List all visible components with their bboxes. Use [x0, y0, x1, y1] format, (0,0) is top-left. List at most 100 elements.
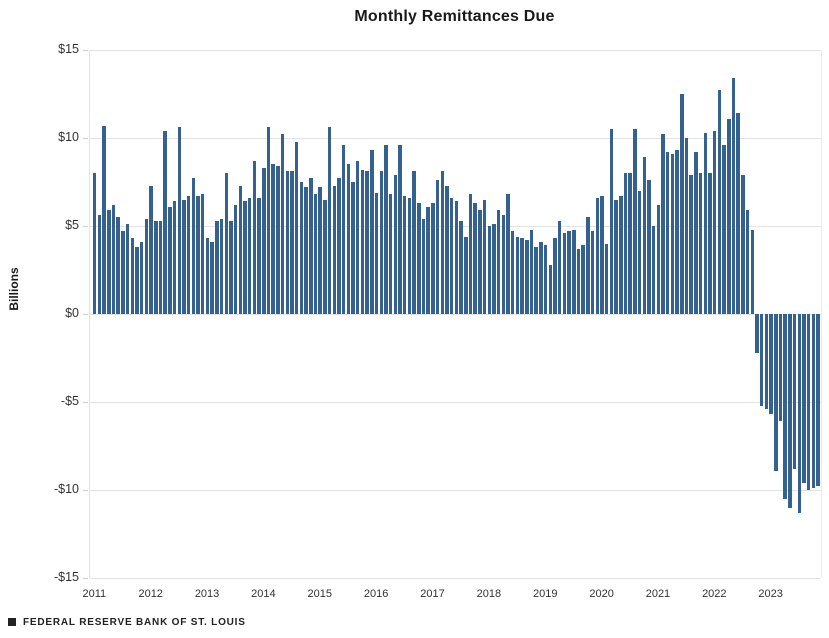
bar: [323, 199, 327, 314]
bar: [205, 238, 210, 314]
bar: [708, 173, 712, 314]
y-tick-label: -$10: [53, 482, 79, 496]
bar: [304, 187, 308, 314]
bar: [698, 173, 703, 314]
bar: [262, 167, 266, 314]
bar: [496, 210, 501, 314]
bar: [572, 229, 576, 314]
bar: [759, 314, 764, 406]
bar: [595, 197, 600, 314]
y-tick-mark: [83, 314, 88, 315]
bar: [445, 185, 449, 314]
bar: [647, 180, 651, 314]
bar: [506, 194, 510, 314]
bar: [487, 226, 491, 314]
bar: [788, 314, 792, 508]
x-tick-label: 2017: [420, 588, 445, 600]
bar: [144, 218, 149, 314]
bar: [154, 220, 158, 314]
bar: [426, 206, 430, 314]
x-tick-label: 2021: [645, 588, 671, 600]
bar: [623, 173, 628, 314]
bar: [581, 245, 585, 314]
bar: [515, 236, 520, 314]
bar: [290, 171, 294, 314]
y-tick-label: -$5: [60, 394, 79, 408]
bar: [374, 192, 379, 314]
source-attribution: FEDERAL RESERVE BANK OF ST. LOUIS: [8, 615, 246, 629]
bar: [407, 197, 412, 314]
bar: [219, 218, 224, 314]
bar: [196, 196, 200, 314]
bar: [750, 229, 755, 314]
bar: [327, 127, 332, 314]
bar: [562, 233, 567, 314]
bar: [468, 194, 473, 314]
bar: [337, 178, 341, 314]
bar: [473, 203, 477, 314]
bar: [402, 196, 407, 314]
bar: [125, 224, 130, 314]
bar: [379, 171, 383, 314]
y-tick-mark: [83, 578, 88, 579]
bar: [712, 130, 717, 314]
square-bullet-icon: [8, 618, 16, 626]
bar: [247, 197, 252, 314]
x-tick-label: 2013: [194, 588, 220, 600]
bar: [182, 199, 186, 314]
bar: [774, 314, 778, 471]
y-tick-label: -$15: [53, 570, 79, 584]
bar: [149, 185, 153, 314]
y-tick-label: $15: [58, 42, 79, 56]
gridline--$15: [90, 577, 821, 579]
bar: [656, 204, 661, 314]
bar: [464, 236, 468, 314]
bar: [107, 210, 111, 314]
y-tick-mark: [83, 490, 88, 491]
bar: [543, 245, 548, 314]
bar: [266, 127, 271, 314]
bar: [637, 190, 642, 314]
bar: [745, 210, 750, 314]
bar: [346, 164, 351, 314]
bar: [534, 247, 538, 314]
bar: [93, 173, 97, 314]
bar: [435, 180, 440, 314]
bar: [741, 174, 745, 314]
bar: [501, 215, 506, 314]
x-tick-label: 2014: [251, 588, 276, 600]
bar: [731, 78, 736, 314]
gridline-$0: [90, 313, 821, 315]
bar: [689, 174, 693, 314]
bar: [421, 218, 426, 314]
x-tick-label: 2016: [363, 588, 389, 600]
bar: [628, 173, 632, 314]
y-axis-title: Billions: [7, 267, 21, 311]
x-tick-label: 2018: [476, 588, 502, 600]
bar: [675, 150, 679, 314]
bar: [102, 125, 106, 314]
bar: [619, 196, 623, 314]
bar: [139, 241, 144, 314]
bar: [294, 141, 299, 314]
bar: [332, 185, 336, 314]
bar: [520, 238, 524, 314]
bar: [163, 130, 167, 314]
bar: [370, 150, 374, 314]
source-text: FEDERAL RESERVE BANK OF ST. LOUIS: [23, 616, 246, 628]
bar: [783, 314, 787, 499]
bar: [511, 231, 515, 314]
bar: [482, 199, 487, 314]
bar: [604, 243, 609, 314]
bar: [172, 201, 177, 314]
bar: [727, 118, 731, 314]
bar: [548, 264, 553, 314]
bar: [111, 204, 116, 314]
bar: [769, 314, 773, 415]
bar: [360, 169, 365, 314]
bar: [276, 166, 280, 314]
bar: [816, 314, 820, 487]
bar: [356, 160, 360, 314]
bar: [168, 206, 172, 314]
bar: [210, 241, 214, 314]
